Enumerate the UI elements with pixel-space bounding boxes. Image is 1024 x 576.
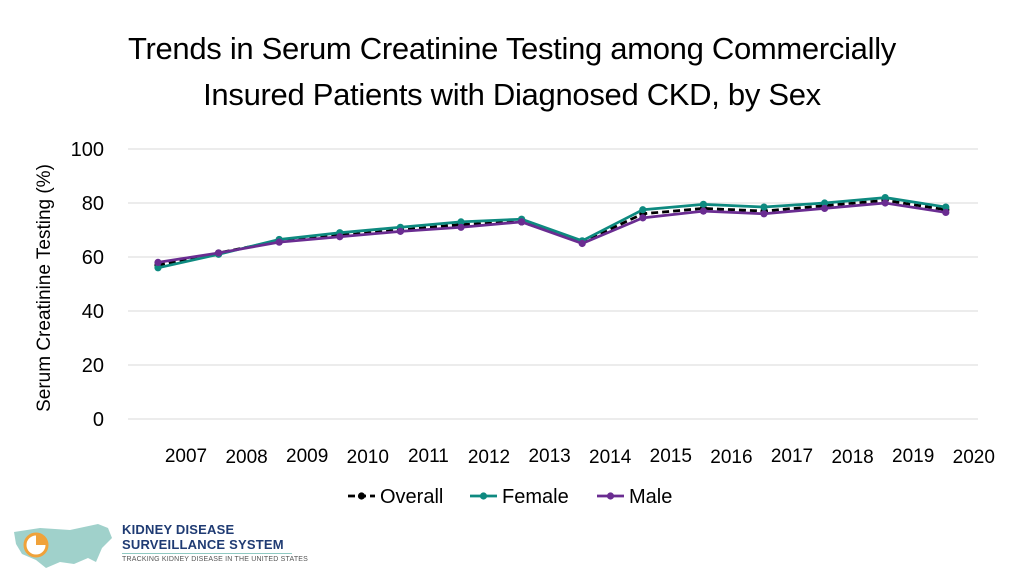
legend: Overall Female Male <box>348 486 672 508</box>
point-male-2020 <box>942 208 950 217</box>
y-axis-ticks: 0 20 40 60 80 100 <box>71 139 104 431</box>
us-map-logo-icon <box>14 524 112 568</box>
point-female-2020 <box>942 203 950 211</box>
legend-item-female: Female <box>470 486 569 508</box>
x-tick-label-2010: 2010 <box>347 447 389 468</box>
point-female-2017 <box>760 203 768 211</box>
chart-title: Trends in Serum Creatinine Testing among… <box>0 26 1024 118</box>
point-female-2012 <box>457 218 465 226</box>
point-female-2015 <box>639 206 647 214</box>
legend-item-overall: Overall <box>348 486 443 508</box>
gridlines <box>128 148 978 420</box>
x-tick-label-2014: 2014 <box>589 447 632 468</box>
legend-label-female: Female <box>502 486 569 508</box>
point-male-2015 <box>639 214 647 222</box>
legend-label-overall: Overall <box>380 486 443 508</box>
series-line-male <box>157 201 947 264</box>
point-male-2013 <box>518 218 526 226</box>
logo-line1: KIDNEY DISEASE <box>122 522 235 537</box>
logo-tagline: TRACKING KIDNEY DISEASE IN THE UNITED ST… <box>122 556 309 563</box>
logo-divider <box>122 553 292 554</box>
point-male-2016 <box>699 207 708 215</box>
x-tick-label-2012: 2012 <box>468 447 510 468</box>
point-female-2007 <box>154 264 162 272</box>
x-tick-label-2011: 2011 <box>408 446 449 467</box>
logo-line2: SURVEILLANCE SYSTEM <box>122 537 284 552</box>
point-male-2018 <box>821 204 829 212</box>
series-line-female <box>157 196 947 270</box>
point-female-2018 <box>821 199 829 207</box>
point-male-2007 <box>154 258 162 266</box>
y-axis-label: Serum Creatinine Testing (%) <box>34 164 55 412</box>
y-tick-label-80: 80 <box>82 193 104 215</box>
x-tick-label-2008: 2008 <box>225 447 267 468</box>
y-tick-label-0: 0 <box>93 409 104 431</box>
x-axis-ticks: 2007 2008 2009 2010 2011 2012 2013 2014 2015 2016… <box>165 446 995 468</box>
x-tick-label-2019: 2019 <box>892 446 934 467</box>
x-tick-label-2017: 2017 <box>771 446 813 467</box>
point-female-2016 <box>699 200 708 208</box>
x-tick-label-2007: 2007 <box>165 446 207 467</box>
x-tick-label-2016: 2016 <box>710 447 752 468</box>
y-tick-label-60: 60 <box>82 247 104 269</box>
legend-marker-male <box>606 492 615 500</box>
point-male-2017 <box>760 210 768 218</box>
series-male <box>154 199 950 266</box>
point-male-2010 <box>336 233 344 241</box>
y-tick-label-100: 100 <box>71 139 104 161</box>
series-group <box>154 194 950 272</box>
point-male-2012 <box>457 223 465 231</box>
y-tick-label-40: 40 <box>82 301 104 323</box>
x-tick-label-2015: 2015 <box>650 446 692 467</box>
point-male-2009 <box>275 238 283 246</box>
chart-title-line1: Trends in Serum Creatinine Testing among… <box>127 31 897 66</box>
kdss-logo: KIDNEY DISEASE SURVEILLANCE SYSTEM TRACK… <box>10 518 308 570</box>
point-male-2008 <box>215 249 223 257</box>
chart-title-line2: Insured Patients with Diagnosed CKD, by … <box>203 77 821 112</box>
y-tick-label-20: 20 <box>82 355 104 377</box>
legend-marker-overall <box>357 492 366 500</box>
x-tick-label-2013: 2013 <box>528 446 570 467</box>
point-male-2014 <box>578 239 586 248</box>
legend-label-male: Male <box>629 486 672 508</box>
point-male-2011 <box>396 227 404 235</box>
point-male-2019 <box>881 199 889 207</box>
x-tick-label-2020: 2020 <box>953 447 995 468</box>
x-tick-label-2018: 2018 <box>831 447 873 468</box>
x-tick-label-2009: 2009 <box>286 446 328 467</box>
legend-marker-female <box>479 492 488 500</box>
legend-item-male: Male <box>597 486 672 508</box>
point-female-2019 <box>881 194 889 202</box>
